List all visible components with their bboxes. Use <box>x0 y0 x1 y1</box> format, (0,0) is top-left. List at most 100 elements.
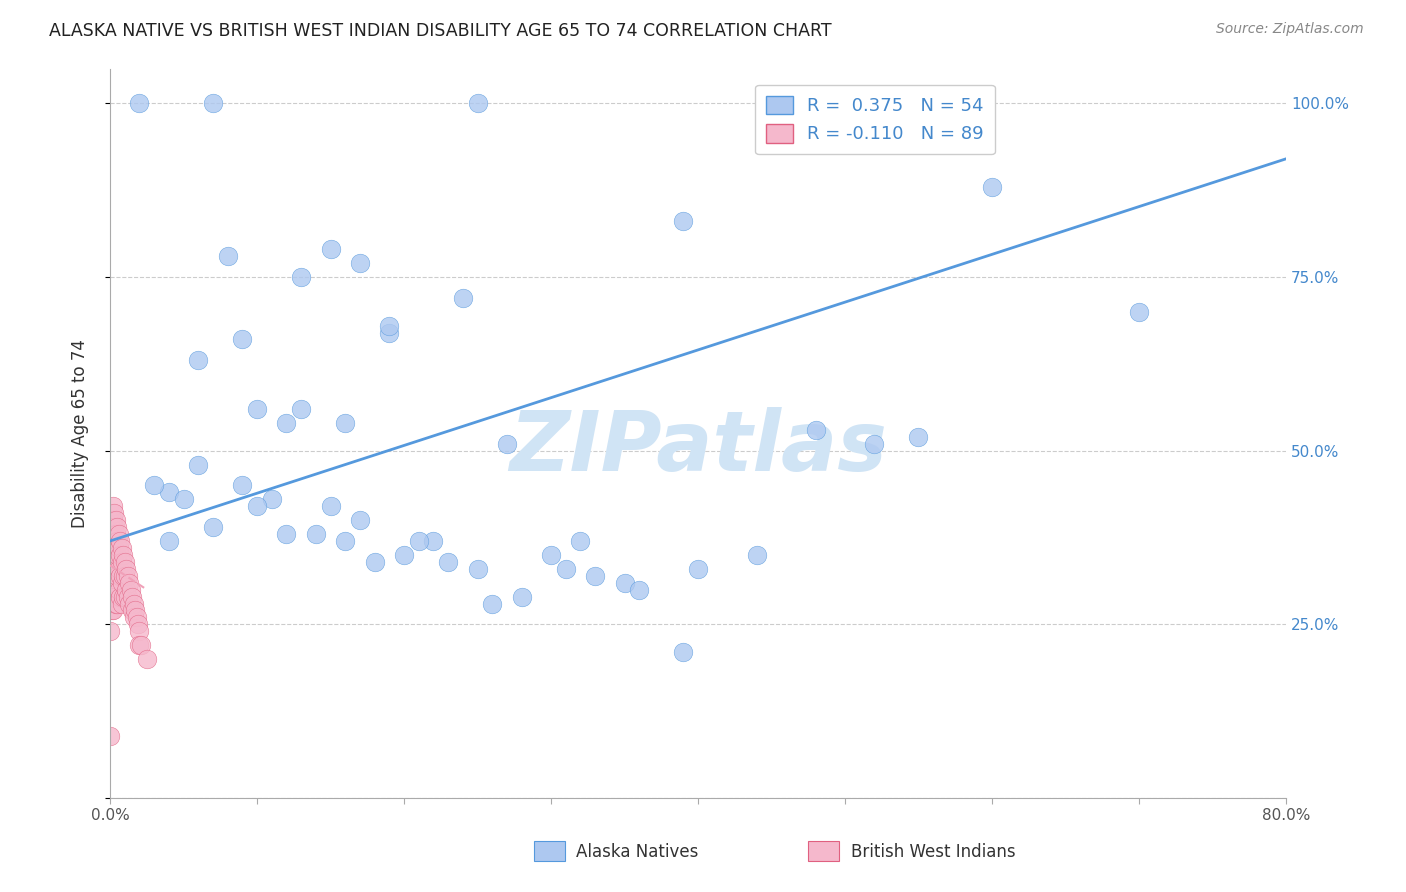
Point <box>111 555 134 569</box>
Point <box>103 590 125 604</box>
Point <box>173 492 195 507</box>
Y-axis label: Disability Age 65 to 74: Disability Age 65 to 74 <box>72 339 89 528</box>
Point <box>118 575 141 590</box>
Point <box>124 603 146 617</box>
Point <box>101 562 124 576</box>
Point <box>392 548 415 562</box>
Point <box>115 582 138 597</box>
Text: Alaska Natives: Alaska Natives <box>576 843 699 861</box>
Point <box>101 548 124 562</box>
Point <box>1128 304 1150 318</box>
Point <box>122 597 145 611</box>
Point <box>121 603 143 617</box>
Point <box>451 291 474 305</box>
Point <box>363 555 385 569</box>
Text: ZIPatlas: ZIPatlas <box>509 408 887 489</box>
Text: Source: ZipAtlas.com: Source: ZipAtlas.com <box>1216 22 1364 37</box>
Point <box>121 590 143 604</box>
Point <box>108 582 131 597</box>
Point <box>98 562 121 576</box>
Point <box>101 575 124 590</box>
Point <box>201 520 224 534</box>
Point <box>125 610 148 624</box>
Point <box>745 548 768 562</box>
Point <box>98 548 121 562</box>
Point <box>112 590 135 604</box>
Point <box>104 527 127 541</box>
Point <box>335 533 357 548</box>
Point <box>481 597 503 611</box>
Point <box>804 423 827 437</box>
Point <box>100 548 122 562</box>
Point <box>540 548 562 562</box>
Point <box>129 638 152 652</box>
Point <box>319 500 342 514</box>
Point <box>672 214 695 228</box>
Point <box>98 603 121 617</box>
Point <box>305 527 328 541</box>
Point <box>290 269 312 284</box>
Point <box>118 597 141 611</box>
Point <box>103 575 125 590</box>
Point <box>686 562 709 576</box>
Point <box>101 500 124 514</box>
Point <box>276 416 298 430</box>
Point <box>101 527 124 541</box>
Point <box>101 603 124 617</box>
Point <box>98 527 121 541</box>
Point <box>104 548 127 562</box>
Point <box>104 597 127 611</box>
Point <box>103 527 125 541</box>
Point <box>437 555 460 569</box>
Point <box>112 548 135 562</box>
Point <box>157 533 180 548</box>
Point <box>628 582 651 597</box>
Point <box>107 568 129 582</box>
Point <box>135 652 157 666</box>
Point <box>613 575 636 590</box>
Point <box>104 513 127 527</box>
Point <box>114 590 136 604</box>
Point <box>100 575 122 590</box>
Point <box>100 562 122 576</box>
Point <box>127 617 149 632</box>
Point <box>231 478 253 492</box>
Point <box>260 492 283 507</box>
Point <box>104 562 127 576</box>
Point <box>467 562 489 576</box>
Point <box>907 430 929 444</box>
Point <box>863 436 886 450</box>
Point <box>100 590 122 604</box>
Point <box>510 590 533 604</box>
Point <box>101 513 124 527</box>
Point <box>290 401 312 416</box>
Point <box>103 506 125 520</box>
Point <box>114 568 136 582</box>
Point <box>583 568 606 582</box>
Point <box>276 527 298 541</box>
Point <box>103 555 125 569</box>
Point <box>100 541 122 555</box>
Point <box>98 575 121 590</box>
Point <box>569 533 592 548</box>
Point <box>100 582 122 597</box>
Point <box>100 527 122 541</box>
Point <box>981 179 1004 194</box>
Point <box>100 513 122 527</box>
Point <box>422 533 444 548</box>
Text: British West Indians: British West Indians <box>851 843 1015 861</box>
Point <box>672 645 695 659</box>
Point <box>217 249 239 263</box>
Point <box>349 513 371 527</box>
Point <box>335 416 357 430</box>
Point <box>100 603 122 617</box>
Point <box>98 729 121 743</box>
Point <box>467 96 489 111</box>
Point <box>143 478 166 492</box>
Point <box>246 401 269 416</box>
Point <box>111 541 134 555</box>
Point <box>107 548 129 562</box>
Point <box>111 597 134 611</box>
Point <box>114 555 136 569</box>
Point <box>117 590 139 604</box>
